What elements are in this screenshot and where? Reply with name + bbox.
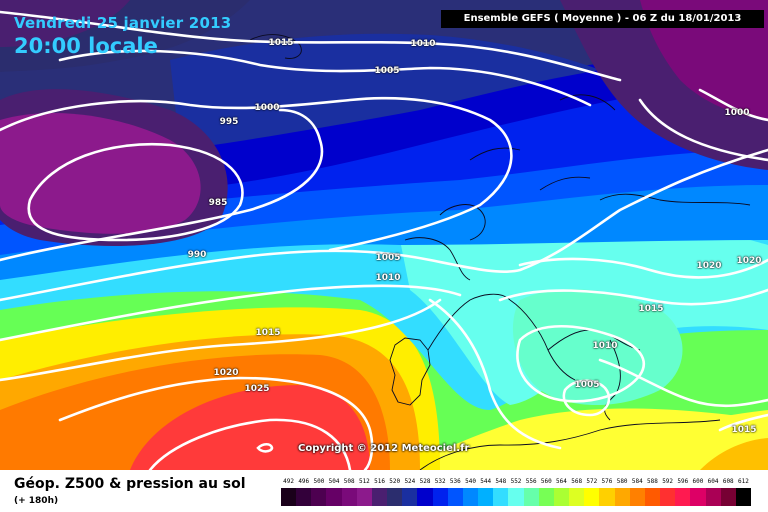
legend-label: 536 <box>449 478 461 485</box>
legend-swatch <box>417 488 434 506</box>
legend-swatch <box>281 488 297 506</box>
isobar-label-1010-north: 1010 <box>410 39 436 49</box>
legend-label: 564 <box>556 478 567 485</box>
legend-label: 504 <box>328 478 340 485</box>
model-run-banner: Ensemble GEFS ( Moyenne ) - 06 Z du 18/0… <box>441 10 764 28</box>
legend-label: 520 <box>389 478 401 485</box>
field-purple-ne <box>640 0 768 120</box>
field-purple-nw <box>0 0 130 47</box>
legend-label: 604 <box>707 478 719 485</box>
legend-swatch <box>644 488 661 506</box>
legend-swatch <box>296 488 312 506</box>
legend-swatch <box>326 488 343 506</box>
isobar-label-1015-north: 1015 <box>268 38 294 48</box>
isobar-label-1005-north: 1005 <box>374 66 400 76</box>
legend-swatch <box>599 488 616 506</box>
legend-swatch <box>387 488 403 506</box>
legend-label: 588 <box>647 478 658 485</box>
isobar-label-985: 985 <box>208 198 228 208</box>
forecast-time: 20:00 locale <box>14 34 158 58</box>
legend-label: 596 <box>677 478 689 485</box>
legend-label: 576 <box>601 478 613 485</box>
isobar-label-1010-italy: 1010 <box>592 341 618 351</box>
legend-label: 556 <box>525 478 537 485</box>
legend-swatch <box>690 488 706 506</box>
isobar-label-1015-southeast: 1015 <box>731 425 757 435</box>
legend-swatch <box>660 488 676 506</box>
field-royal-blue <box>180 60 640 190</box>
legend-swatch <box>508 488 525 506</box>
legend-label: 584 <box>631 478 643 485</box>
isobar-lines <box>0 10 768 470</box>
legend-swatch <box>447 488 464 506</box>
coastlines <box>249 34 751 470</box>
legend-swatch <box>720 488 737 506</box>
legend-label: 508 <box>343 478 355 485</box>
legend-label: 492 <box>283 478 294 485</box>
legend-swatch <box>705 488 722 506</box>
geopotential-map <box>0 0 768 470</box>
isobar-label-1005-france: 1005 <box>375 253 401 263</box>
legend-label: 544 <box>480 478 492 485</box>
field-navy-blue <box>170 33 600 150</box>
legend-label: 572 <box>586 478 598 485</box>
legend-label: 540 <box>465 478 476 485</box>
legend-swatch <box>553 488 570 506</box>
legend-label: 512 <box>358 478 370 485</box>
legend-label: 532 <box>434 478 446 485</box>
lead-time: (+ 180h) <box>14 496 59 506</box>
legend-swatch <box>523 488 540 506</box>
legend-swatch <box>614 488 631 506</box>
legend-swatch <box>569 488 585 506</box>
isobar-label-1000-east: 1000 <box>724 108 750 118</box>
legend-label: 600 <box>692 478 704 485</box>
legend-swatch <box>341 488 358 506</box>
legend-label: 560 <box>540 478 552 485</box>
isobar-label-990: 990 <box>187 250 207 260</box>
isobar-label-1025: 1025 <box>244 384 270 394</box>
legend-swatch <box>402 488 418 506</box>
isobar-label-1010-france: 1010 <box>375 273 401 283</box>
legend-swatch <box>538 488 555 506</box>
isobar-label-1020-atlantic: 1020 <box>213 368 239 378</box>
isobar-label-1020-east-a: 1020 <box>696 261 722 271</box>
legend-swatch <box>629 488 646 506</box>
legend-swatch <box>675 488 691 506</box>
forecast-date: Vendredi 25 janvier 2013 <box>14 14 232 32</box>
isobar-label-995: 995 <box>219 117 239 127</box>
legend-swatch <box>371 488 388 506</box>
isobar-label-1015-atlantic: 1015 <box>255 328 281 338</box>
field-orange-se <box>700 438 768 470</box>
legend-label: 568 <box>571 478 583 485</box>
legend-label: 608 <box>722 478 734 485</box>
isobar-label-1000-north: 1000 <box>254 103 280 113</box>
legend-swatch <box>462 488 479 506</box>
variable-title: Géop. Z500 & pression au sol <box>14 476 246 492</box>
legend-label: 580 <box>616 478 628 485</box>
isobar-label-1015-balkans: 1015 <box>638 304 664 314</box>
field-red <box>130 385 370 470</box>
copyright-notice: Copyright © 2012 Meteociel.fr <box>298 443 470 454</box>
isobar-label-1020-east-b: 1020 <box>736 256 762 266</box>
legend-label: 612 <box>737 478 749 485</box>
legend-label: 524 <box>404 478 416 485</box>
isobar-label-1005-med: 1005 <box>574 380 600 390</box>
legend-label: 500 <box>313 478 325 485</box>
legend-swatch <box>493 488 509 506</box>
legend-label: 516 <box>374 478 385 485</box>
legend-label: 592 <box>662 478 674 485</box>
legend-label: 496 <box>298 478 310 485</box>
legend-label: 548 <box>495 478 507 485</box>
legend-swatch <box>432 488 449 506</box>
legend-swatch <box>478 488 494 506</box>
legend-swatch <box>311 488 327 506</box>
legend-swatch <box>356 488 373 506</box>
legend-swatch <box>735 488 752 506</box>
legend-swatch <box>584 488 600 506</box>
legend-label: 528 <box>419 478 431 485</box>
legend-label: 552 <box>510 478 522 485</box>
color-legend: 492 496 500 504 508 512 516 520 524 528 532 536 540 5… <box>281 478 752 508</box>
